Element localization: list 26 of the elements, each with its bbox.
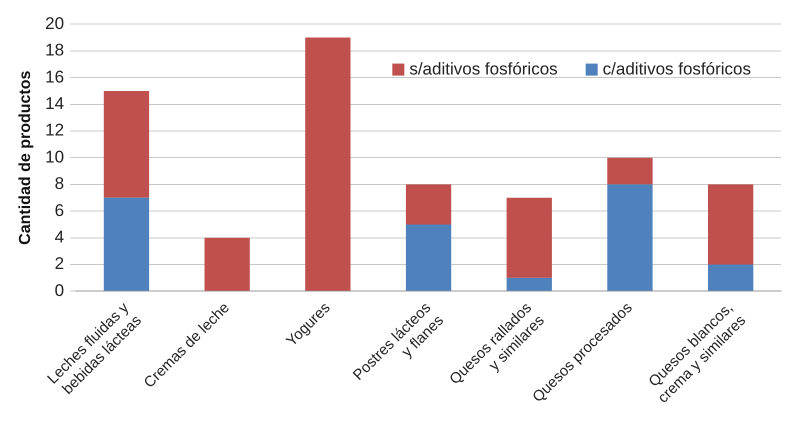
bar — [506, 278, 552, 291]
bar — [406, 224, 452, 291]
y-tick-label: 14 — [45, 94, 64, 113]
bar — [204, 238, 250, 291]
y-tick-label: 12 — [45, 120, 64, 140]
y-axis-title: Cantidad de productos — [17, 70, 34, 245]
y-tick-label: 10 — [45, 147, 64, 166]
y-tick-label: 20 — [45, 14, 64, 33]
y-tick-label: 4 — [54, 227, 64, 246]
y-tick-label: 8 — [54, 174, 64, 194]
bar — [708, 184, 754, 265]
y-tick-label: 0 — [54, 280, 64, 300]
bar — [104, 198, 150, 291]
y-tick-label: 2 — [54, 254, 64, 274]
y-tick-label: 6 — [54, 200, 64, 220]
bar — [305, 38, 351, 291]
y-tick-label: 18 — [45, 40, 64, 60]
bar — [406, 184, 452, 224]
bar — [506, 198, 552, 278]
bar — [708, 264, 754, 291]
bar — [607, 184, 653, 291]
y-tick-label: 16 — [45, 67, 64, 86]
legend-label: c/aditivos fosfóricos — [602, 59, 752, 78]
bar — [607, 158, 653, 184]
legend-label: s/aditivos fosfóricos — [409, 59, 558, 78]
bar — [104, 90, 150, 198]
